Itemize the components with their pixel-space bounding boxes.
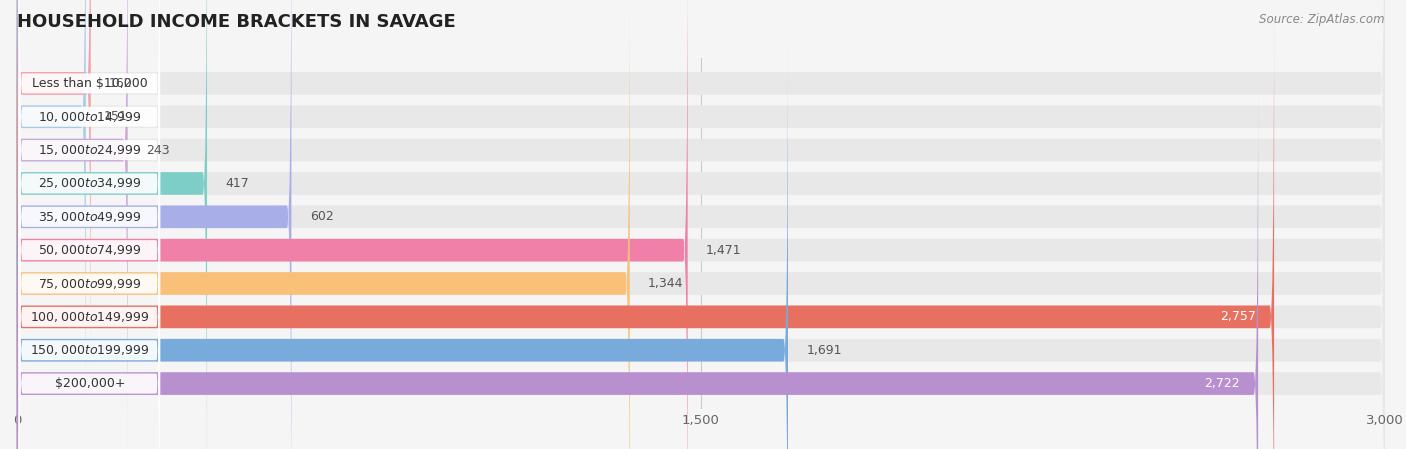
Text: $100,000 to $149,999: $100,000 to $149,999 — [30, 310, 149, 324]
Text: 162: 162 — [110, 77, 132, 90]
FancyBboxPatch shape — [17, 0, 688, 449]
FancyBboxPatch shape — [17, 0, 291, 449]
FancyBboxPatch shape — [18, 0, 160, 440]
FancyBboxPatch shape — [17, 0, 86, 439]
Text: $15,000 to $24,999: $15,000 to $24,999 — [38, 143, 142, 157]
FancyBboxPatch shape — [17, 0, 128, 449]
FancyBboxPatch shape — [18, 60, 160, 449]
Text: HOUSEHOLD INCOME BRACKETS IN SAVAGE: HOUSEHOLD INCOME BRACKETS IN SAVAGE — [17, 13, 456, 31]
FancyBboxPatch shape — [18, 26, 160, 449]
FancyBboxPatch shape — [17, 0, 1274, 449]
FancyBboxPatch shape — [18, 127, 160, 449]
Text: Less than $10,000: Less than $10,000 — [32, 77, 148, 90]
Text: 602: 602 — [309, 210, 333, 223]
Text: 417: 417 — [225, 177, 249, 190]
FancyBboxPatch shape — [17, 0, 1385, 449]
FancyBboxPatch shape — [18, 0, 160, 449]
FancyBboxPatch shape — [18, 0, 160, 449]
FancyBboxPatch shape — [17, 62, 1385, 449]
FancyBboxPatch shape — [17, 28, 787, 449]
Text: 151: 151 — [104, 110, 128, 123]
Text: $150,000 to $199,999: $150,000 to $199,999 — [30, 343, 149, 357]
FancyBboxPatch shape — [18, 0, 160, 340]
FancyBboxPatch shape — [17, 0, 1385, 449]
FancyBboxPatch shape — [17, 0, 1385, 449]
FancyBboxPatch shape — [18, 0, 160, 407]
FancyBboxPatch shape — [18, 0, 160, 374]
Text: 1,344: 1,344 — [648, 277, 683, 290]
Text: 1,471: 1,471 — [706, 244, 741, 257]
FancyBboxPatch shape — [17, 0, 1385, 439]
Text: 2,722: 2,722 — [1205, 377, 1240, 390]
Text: $10,000 to $14,999: $10,000 to $14,999 — [38, 110, 142, 124]
FancyBboxPatch shape — [17, 0, 630, 449]
Text: $35,000 to $49,999: $35,000 to $49,999 — [38, 210, 142, 224]
Text: $75,000 to $99,999: $75,000 to $99,999 — [38, 277, 142, 291]
Text: $25,000 to $34,999: $25,000 to $34,999 — [38, 176, 142, 190]
FancyBboxPatch shape — [17, 0, 1385, 405]
FancyBboxPatch shape — [17, 0, 1385, 449]
FancyBboxPatch shape — [17, 28, 1385, 449]
FancyBboxPatch shape — [17, 0, 91, 405]
Text: $50,000 to $74,999: $50,000 to $74,999 — [38, 243, 142, 257]
FancyBboxPatch shape — [17, 0, 1385, 449]
Text: $200,000+: $200,000+ — [55, 377, 125, 390]
FancyBboxPatch shape — [18, 93, 160, 449]
FancyBboxPatch shape — [17, 62, 1258, 449]
Text: 2,757: 2,757 — [1220, 310, 1256, 323]
Text: Source: ZipAtlas.com: Source: ZipAtlas.com — [1260, 13, 1385, 26]
FancyBboxPatch shape — [17, 0, 1385, 449]
FancyBboxPatch shape — [17, 0, 207, 449]
Text: 1,691: 1,691 — [806, 344, 842, 357]
Text: 243: 243 — [146, 144, 170, 157]
